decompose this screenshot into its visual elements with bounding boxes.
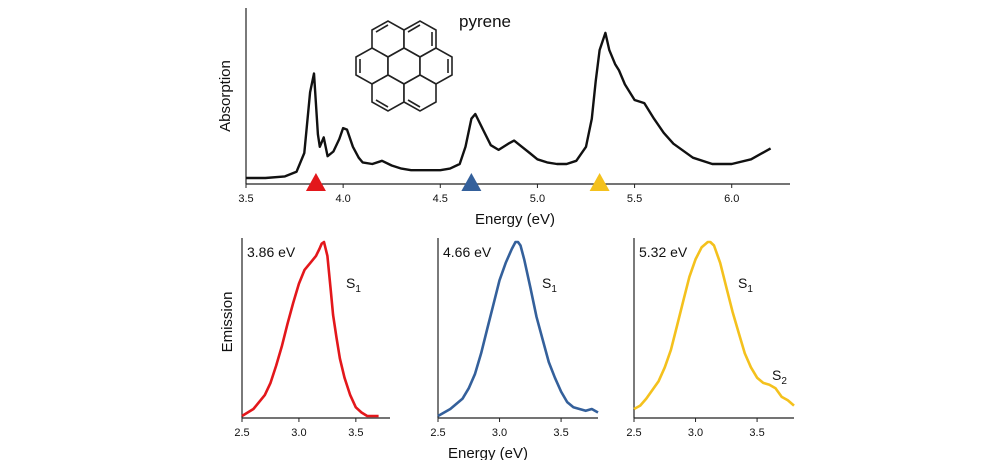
absorption-x-tick-label: 6.0 <box>724 193 739 205</box>
emission-series-line <box>437 240 599 418</box>
absorption-x-tick-label: 4.5 <box>433 193 448 205</box>
emission-x-tick-label: 2.5 <box>430 427 445 439</box>
absorption-series-line <box>246 31 772 180</box>
emission-x-tick-label: 3.0 <box>688 427 703 439</box>
emission-x-label: Energy (eV) <box>448 445 528 460</box>
absorption-x-tick-label: 5.5 <box>627 193 642 205</box>
absorption-x-tick-label: 3.5 <box>238 193 253 205</box>
s2-label: S2 <box>772 367 787 387</box>
pyrene-structure <box>355 20 453 112</box>
absorption-x-tick-label: 5.0 <box>530 193 545 205</box>
absorption-y-label: Absorption <box>217 60 234 132</box>
emission-panel-4-66: 2.5 3.0 3.5 4.66 eV S1 <box>430 238 599 439</box>
emission-x-tick-label: 2.5 <box>626 427 641 439</box>
emission-x-tick-label: 3.5 <box>749 427 764 439</box>
excitation-energy-label: 5.32 eV <box>639 244 688 260</box>
emission-panel-3-86: 2.5 3.0 3.5 3.86 eV S1 <box>234 238 390 439</box>
absorption-x-label: Energy (eV) <box>475 211 555 228</box>
s1-label: S1 <box>542 275 557 295</box>
emission-y-label: Emission <box>219 292 236 353</box>
excitation-marker-3 <box>589 173 610 191</box>
emission-series-line <box>633 240 795 411</box>
emission-series-line <box>241 240 379 418</box>
emission-x-tick-label: 3.5 <box>348 427 363 439</box>
s1-label: S1 <box>738 275 753 295</box>
emission-x-tick-label: 2.5 <box>234 427 249 439</box>
excitation-energy-label: 3.86 eV <box>247 244 296 260</box>
emission-x-tick-label: 3.0 <box>492 427 507 439</box>
absorption-x-tick-label: 4.0 <box>335 193 350 205</box>
absorption-panel: 3.5 4.0 4.5 5.0 5.5 6.0 Energy (eV) Absorptio… <box>217 8 790 228</box>
molecule-label: pyrene <box>459 12 511 31</box>
emission-x-tick-label: 3.0 <box>291 427 306 439</box>
emission-x-tick-label: 3.5 <box>553 427 568 439</box>
excitation-marker-1 <box>305 173 326 191</box>
excitation-energy-label: 4.66 eV <box>443 244 492 260</box>
emission-panel-5-32: 2.5 3.0 3.5 5.32 eV S1 S2 <box>626 238 795 439</box>
s1-label: S1 <box>346 275 361 295</box>
excitation-marker-2 <box>461 173 482 191</box>
